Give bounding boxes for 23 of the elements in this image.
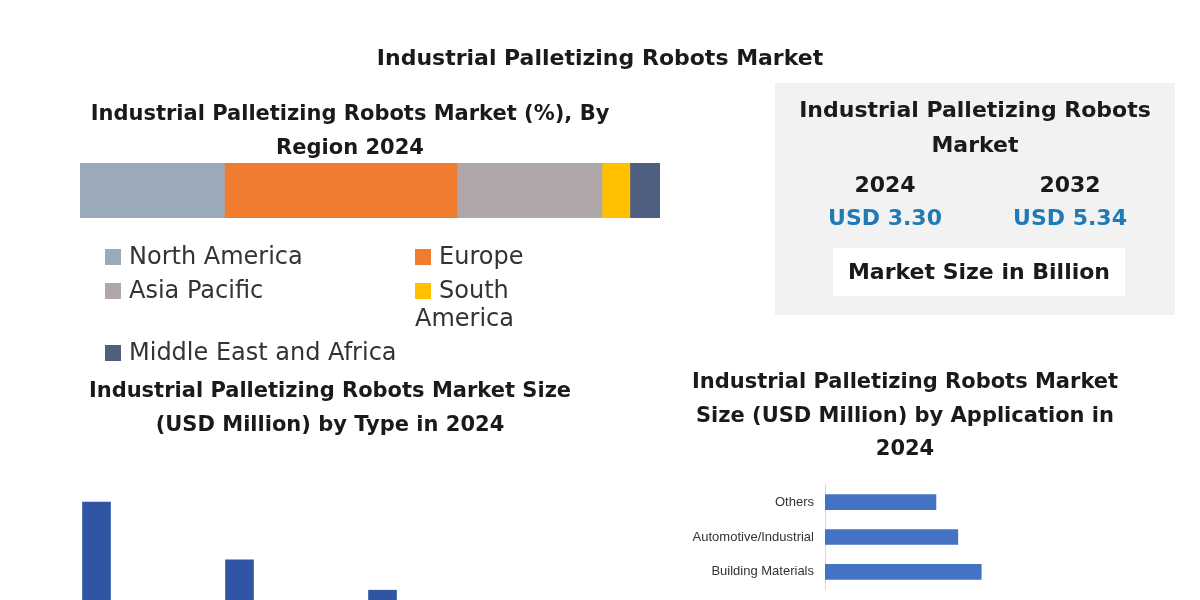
text: Industrial Palletizing Robots Market: [798, 96, 1152, 160]
bar: [80, 163, 225, 218]
legend-label: Europe: [438, 242, 525, 270]
text: Market Size in Billion: [833, 248, 1125, 296]
chart-title: Industrial Palletizing Robots Market (%), By Region 2024: [89, 100, 611, 161]
text: Industrial Palletizing Robots Market: [375, 44, 825, 70]
chart-title: Industrial Palletizing Robots Market Size (USD Million) by Application in 2024: [690, 368, 1120, 463]
bar: [456, 163, 603, 218]
text: 2024: [853, 172, 917, 198]
text: 2032: [1038, 172, 1102, 198]
y-tick-label: Building Materials: [711, 563, 815, 579]
text: USD 5.34: [1012, 205, 1128, 231]
y-tick-label: Automotive/Industrial: [692, 528, 815, 544]
bar: [629, 163, 660, 218]
legend-label: North America: [128, 242, 304, 270]
bar: [224, 163, 458, 218]
chart-title: Industrial Palletizing Robots Market Size (USD Million) by Type in 2024: [87, 377, 573, 438]
y-tick-label: Others: [774, 493, 815, 509]
legend-label: Asia Pacific: [128, 276, 265, 306]
legend-label: South America: [415, 276, 515, 332]
bar: [601, 163, 631, 218]
text: USD 3.30: [827, 205, 943, 231]
legend-label: Middle East and Africa: [128, 338, 398, 366]
